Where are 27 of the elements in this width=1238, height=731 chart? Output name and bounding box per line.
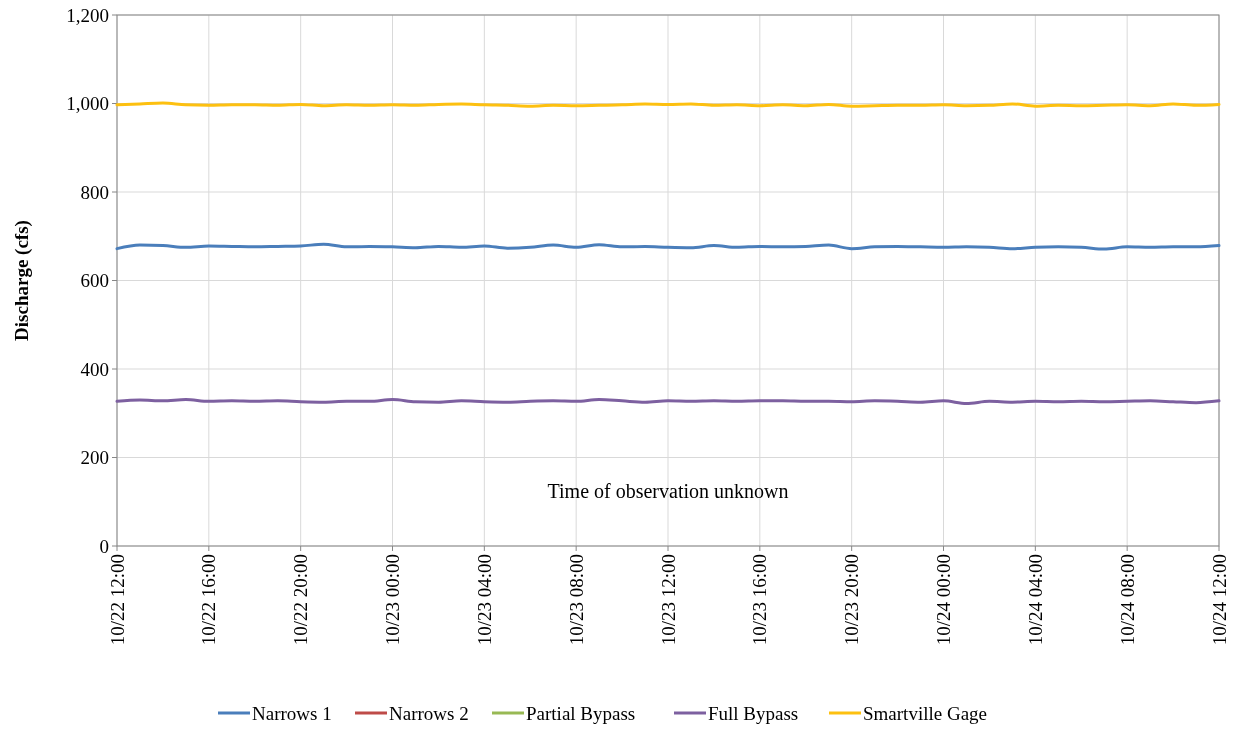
legend-label: Narrows 2 xyxy=(389,702,469,724)
x-tick-label: 10/24 12:00 xyxy=(1208,554,1230,646)
x-tick-label: 10/22 20:00 xyxy=(290,554,312,646)
y-tick-label: 0 xyxy=(99,535,109,557)
y-axis-title: Discharge (cfs) xyxy=(11,220,33,341)
x-tick-label: 10/23 00:00 xyxy=(382,554,404,646)
x-tick-label: 10/23 08:00 xyxy=(565,554,587,646)
x-tick-label: 10/23 20:00 xyxy=(841,554,863,646)
y-tick-label: 200 xyxy=(80,447,109,469)
x-tick-label: 10/23 04:00 xyxy=(473,554,495,646)
x-tick-label: 10/24 00:00 xyxy=(933,554,955,646)
x-tick-label: 10/24 04:00 xyxy=(1024,554,1046,646)
y-tick-label: 400 xyxy=(80,358,109,380)
y-tick-label: 1,000 xyxy=(66,93,109,115)
x-tick-label: 10/22 12:00 xyxy=(106,554,128,646)
x-tick-label: 10/23 12:00 xyxy=(657,554,679,646)
y-tick-label: 600 xyxy=(80,270,109,292)
x-tick-label: 10/24 08:00 xyxy=(1116,554,1138,646)
x-tick-label: 10/23 16:00 xyxy=(749,554,771,646)
legend-label: Partial Bypass xyxy=(526,702,636,724)
legend-label: Narrows 1 xyxy=(252,702,332,724)
y-tick-label: 1,200 xyxy=(66,4,109,26)
legend-label: Smartville Gage xyxy=(863,702,987,724)
annotation: Time of observation unknown xyxy=(547,479,789,502)
x-tick-label: 10/22 16:00 xyxy=(198,554,220,646)
legend-label: Full Bypass xyxy=(708,702,799,724)
y-tick-label: 800 xyxy=(80,181,109,203)
